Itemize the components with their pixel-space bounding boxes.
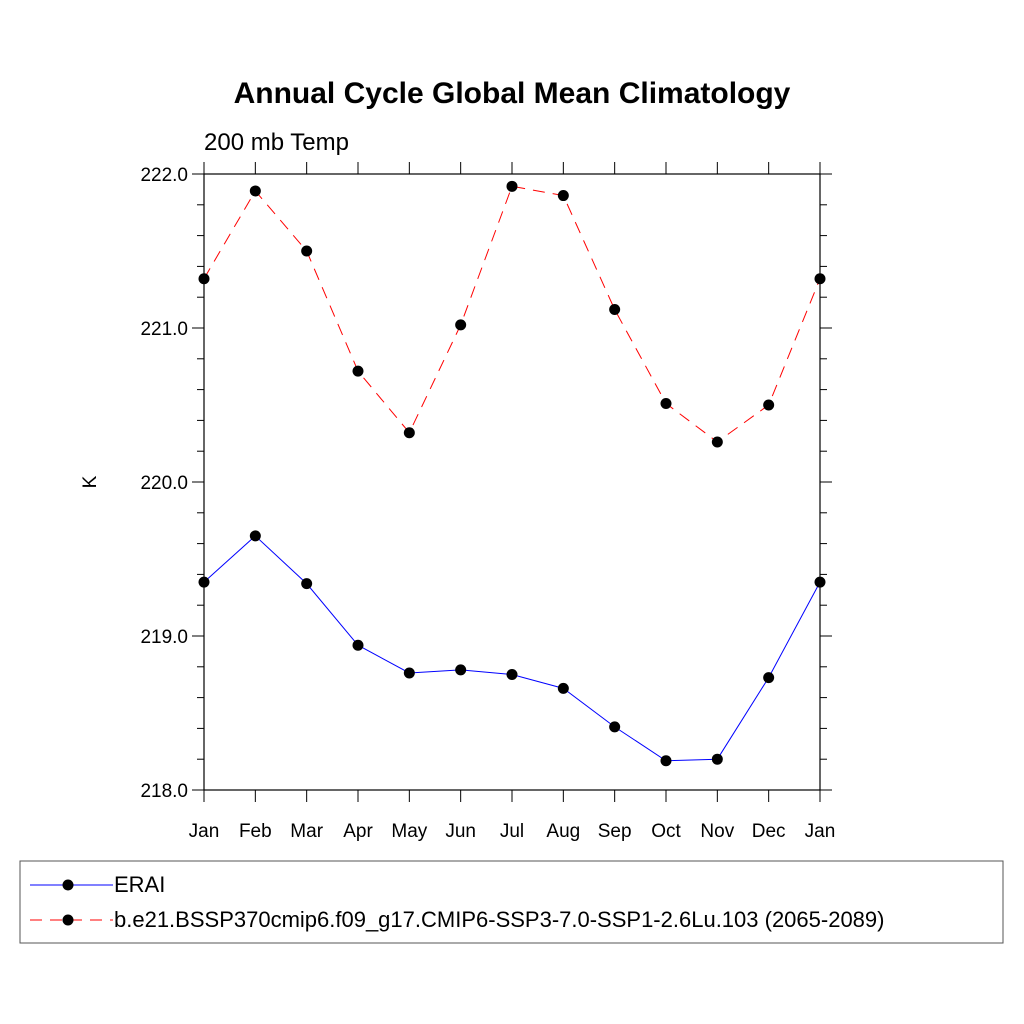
x-tick-label: Dec: [752, 821, 786, 842]
x-tick-label: Apr: [343, 821, 373, 842]
x-tick-labels: Jan Feb Mar Apr May Jun Jul Aug Sep Oct Nov Dec Jan: [189, 821, 836, 842]
y-tick-labels: 218.0 219.0 220.0 221.0 222.0: [140, 165, 188, 802]
data-point-1: [711, 436, 723, 448]
legend-label-model: b.e21.BSSP370cmip6.f09_g17.CMIP6-SSP3-7.…: [114, 907, 884, 932]
y-tick-label: 222.0: [140, 165, 188, 186]
data-point-0: [249, 530, 261, 542]
data-point-1: [609, 304, 621, 316]
data-point-1: [455, 319, 467, 331]
x-tick-label: Jun: [445, 821, 476, 842]
data-point-1: [403, 427, 415, 439]
x-tick-label: Mar: [290, 821, 323, 842]
data-point-0: [506, 669, 518, 680]
series-line-1: [203, 185, 821, 443]
data-point-0: [609, 721, 621, 733]
data-point-0: [557, 682, 569, 694]
data-point-0: [301, 578, 313, 590]
legend-box: [19, 860, 1004, 944]
data-point-1: [660, 397, 672, 409]
plot-frame: [203, 173, 821, 791]
series-line-0: [203, 535, 821, 762]
y-tick-label: 219.0: [140, 627, 188, 648]
data-point-0: [660, 755, 672, 767]
y-axis-label: K: [80, 475, 101, 488]
y-tick-label: 221.0: [140, 319, 188, 340]
chart-title: Annual Cycle Global Mean Climatology: [234, 77, 791, 110]
x-tick-label: Sep: [598, 821, 632, 842]
data-point-0: [403, 667, 415, 679]
x-tick-label: Nov: [700, 821, 734, 842]
y-tick-label: 220.0: [140, 473, 188, 494]
data-point-1: [763, 399, 775, 411]
data-point-1: [301, 245, 313, 257]
data-point-1: [352, 365, 364, 377]
chart-subtitle: 200 mb Temp: [204, 129, 349, 156]
plot-series: [198, 180, 826, 767]
data-point-0: [455, 664, 467, 676]
legend: ERAI b.e21.BSSP370cmip6.f09_g17.CMIP6-SS…: [19, 860, 1004, 944]
data-point-0: [352, 639, 364, 651]
legend-marker-model: [62, 914, 74, 926]
x-tick-label: Oct: [651, 821, 681, 842]
data-point-0: [763, 672, 775, 684]
data-point-1: [506, 180, 518, 192]
x-tick-label: Feb: [239, 821, 272, 842]
data-point-0: [711, 753, 723, 765]
data-point-1: [557, 190, 569, 202]
legend-label-erai: ERAI: [114, 872, 165, 897]
y-tick-label: 218.0: [140, 781, 188, 802]
x-tick-label: May: [391, 821, 427, 842]
legend-marker-erai: [62, 879, 74, 891]
x-tick-label: Jul: [500, 821, 524, 842]
x-tick-label: Jan: [805, 821, 836, 842]
axis-ticks: [192, 162, 832, 802]
x-tick-label: Aug: [546, 821, 580, 842]
x-tick-label: Jan: [189, 821, 220, 842]
data-point-1: [249, 185, 261, 197]
